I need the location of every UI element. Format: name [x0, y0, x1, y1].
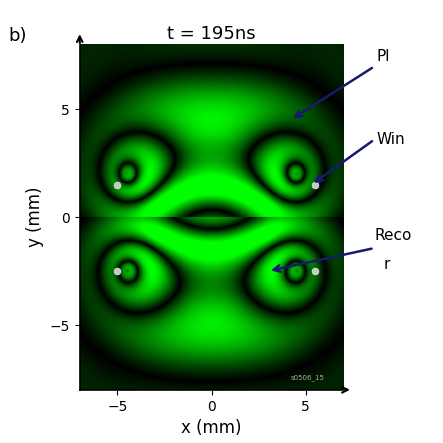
Y-axis label: y (mm): y (mm) [26, 187, 44, 247]
Text: s0506_15: s0506_15 [291, 374, 324, 381]
Text: Win: Win [377, 132, 405, 147]
Text: r: r [383, 257, 389, 272]
Text: b): b) [9, 27, 27, 45]
Text: Reco: Reco [374, 228, 412, 243]
Text: Pl: Pl [377, 49, 390, 64]
Title: t = 195ns: t = 195ns [167, 25, 256, 43]
X-axis label: x (mm): x (mm) [181, 419, 242, 437]
